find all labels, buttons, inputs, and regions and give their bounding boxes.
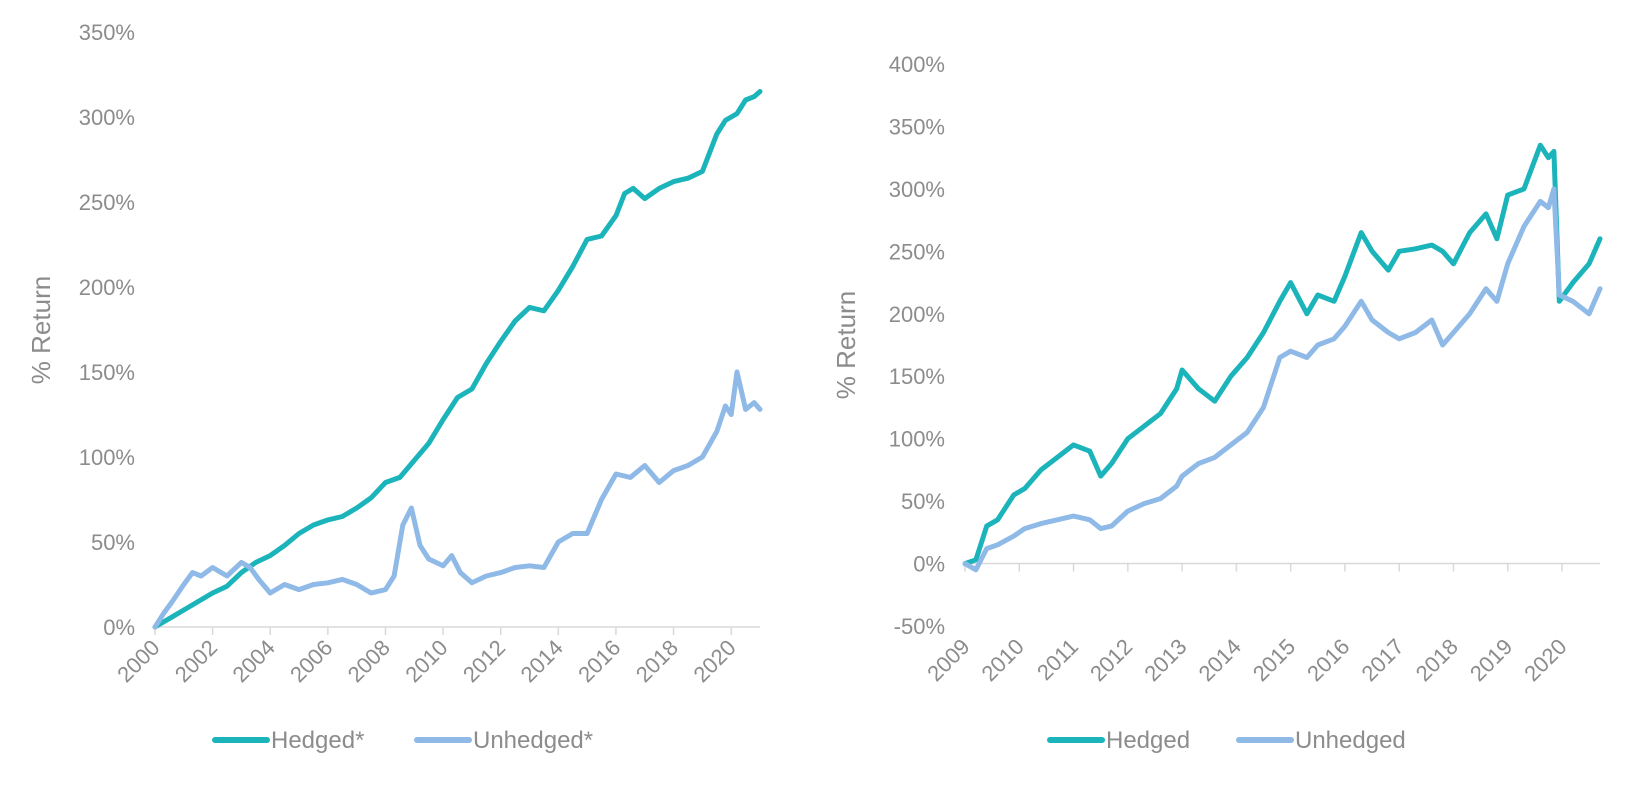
y-tick-label: 150% (79, 360, 135, 385)
y-axis-label: % Return (26, 276, 56, 384)
legend-label: Unhedged (1295, 727, 1406, 754)
x-tick-label: 2012 (1085, 634, 1137, 686)
x-tick-label: 2006 (285, 635, 337, 687)
x-tick-label: 2019 (1465, 634, 1517, 686)
x-tick-label: 2015 (1248, 634, 1300, 686)
chart-1: 0%50%100%150%200%250%300%350%2000 2002 200… (26, 20, 763, 754)
x-tick-label: 2016 (573, 635, 625, 687)
x-tick-label: 2011 (1032, 634, 1083, 685)
y-tick-label: 400% (889, 52, 945, 77)
x-tick-label: 2018 (1411, 634, 1463, 686)
x-tick-label: 2000 (112, 635, 164, 687)
y-tick-label: 200% (889, 302, 945, 327)
x-tick-label: 2002 (170, 635, 222, 687)
y-tick-label: -50% (894, 614, 945, 639)
y-axis-label: % Return (831, 291, 861, 399)
x-tick-label: 2020 (1519, 634, 1571, 686)
y-tick-label: 100% (889, 427, 945, 452)
x-tick-label: 2012 (458, 635, 510, 687)
y-tick-label: 300% (889, 177, 945, 202)
x-tick-label: 2016 (1302, 634, 1354, 686)
x-tick-label: 2004 (227, 635, 279, 687)
y-tick-label: 350% (889, 114, 945, 139)
x-tick-label: 2008 (343, 635, 395, 687)
x-tick-label: 2009 (922, 634, 974, 686)
y-tick-label: 300% (79, 105, 135, 130)
legend-label: Hedged (1106, 727, 1190, 754)
x-tick-label: 2018 (631, 635, 683, 687)
y-tick-label: 200% (79, 275, 135, 300)
x-tick-label: 2017 (1356, 634, 1408, 686)
y-tick-label: 350% (79, 20, 135, 45)
y-tick-label: 50% (901, 489, 945, 514)
y-tick-label: 0% (913, 552, 945, 577)
chart-2: -50% 0% 50% 100% 150% 200% 250% 300% 350% 400% 200… (831, 52, 1603, 754)
legend-label: Hedged* (271, 727, 364, 754)
series-line-hedged (962, 142, 1603, 567)
y-tick-label: 50% (91, 530, 135, 555)
x-tick-label: 2010 (977, 634, 1029, 686)
y-tick-label: 250% (79, 190, 135, 215)
x-tick-label: 2013 (1139, 634, 1191, 686)
series-line-hedged (152, 89, 763, 630)
y-tick-label: 100% (79, 445, 135, 470)
legend-label: Unhedged* (473, 727, 593, 754)
series-line-unhedged (962, 186, 1603, 573)
y-tick-label: 250% (889, 239, 945, 264)
x-tick-label: 2014 (516, 635, 568, 687)
series-line-unhedged (152, 369, 763, 630)
x-tick-label: 2010 (400, 635, 452, 687)
x-tick-label: 2014 (1194, 634, 1246, 686)
y-tick-label: 150% (889, 364, 945, 389)
y-tick-label: 0% (103, 615, 135, 640)
x-tick-label: 2020 (688, 635, 740, 687)
